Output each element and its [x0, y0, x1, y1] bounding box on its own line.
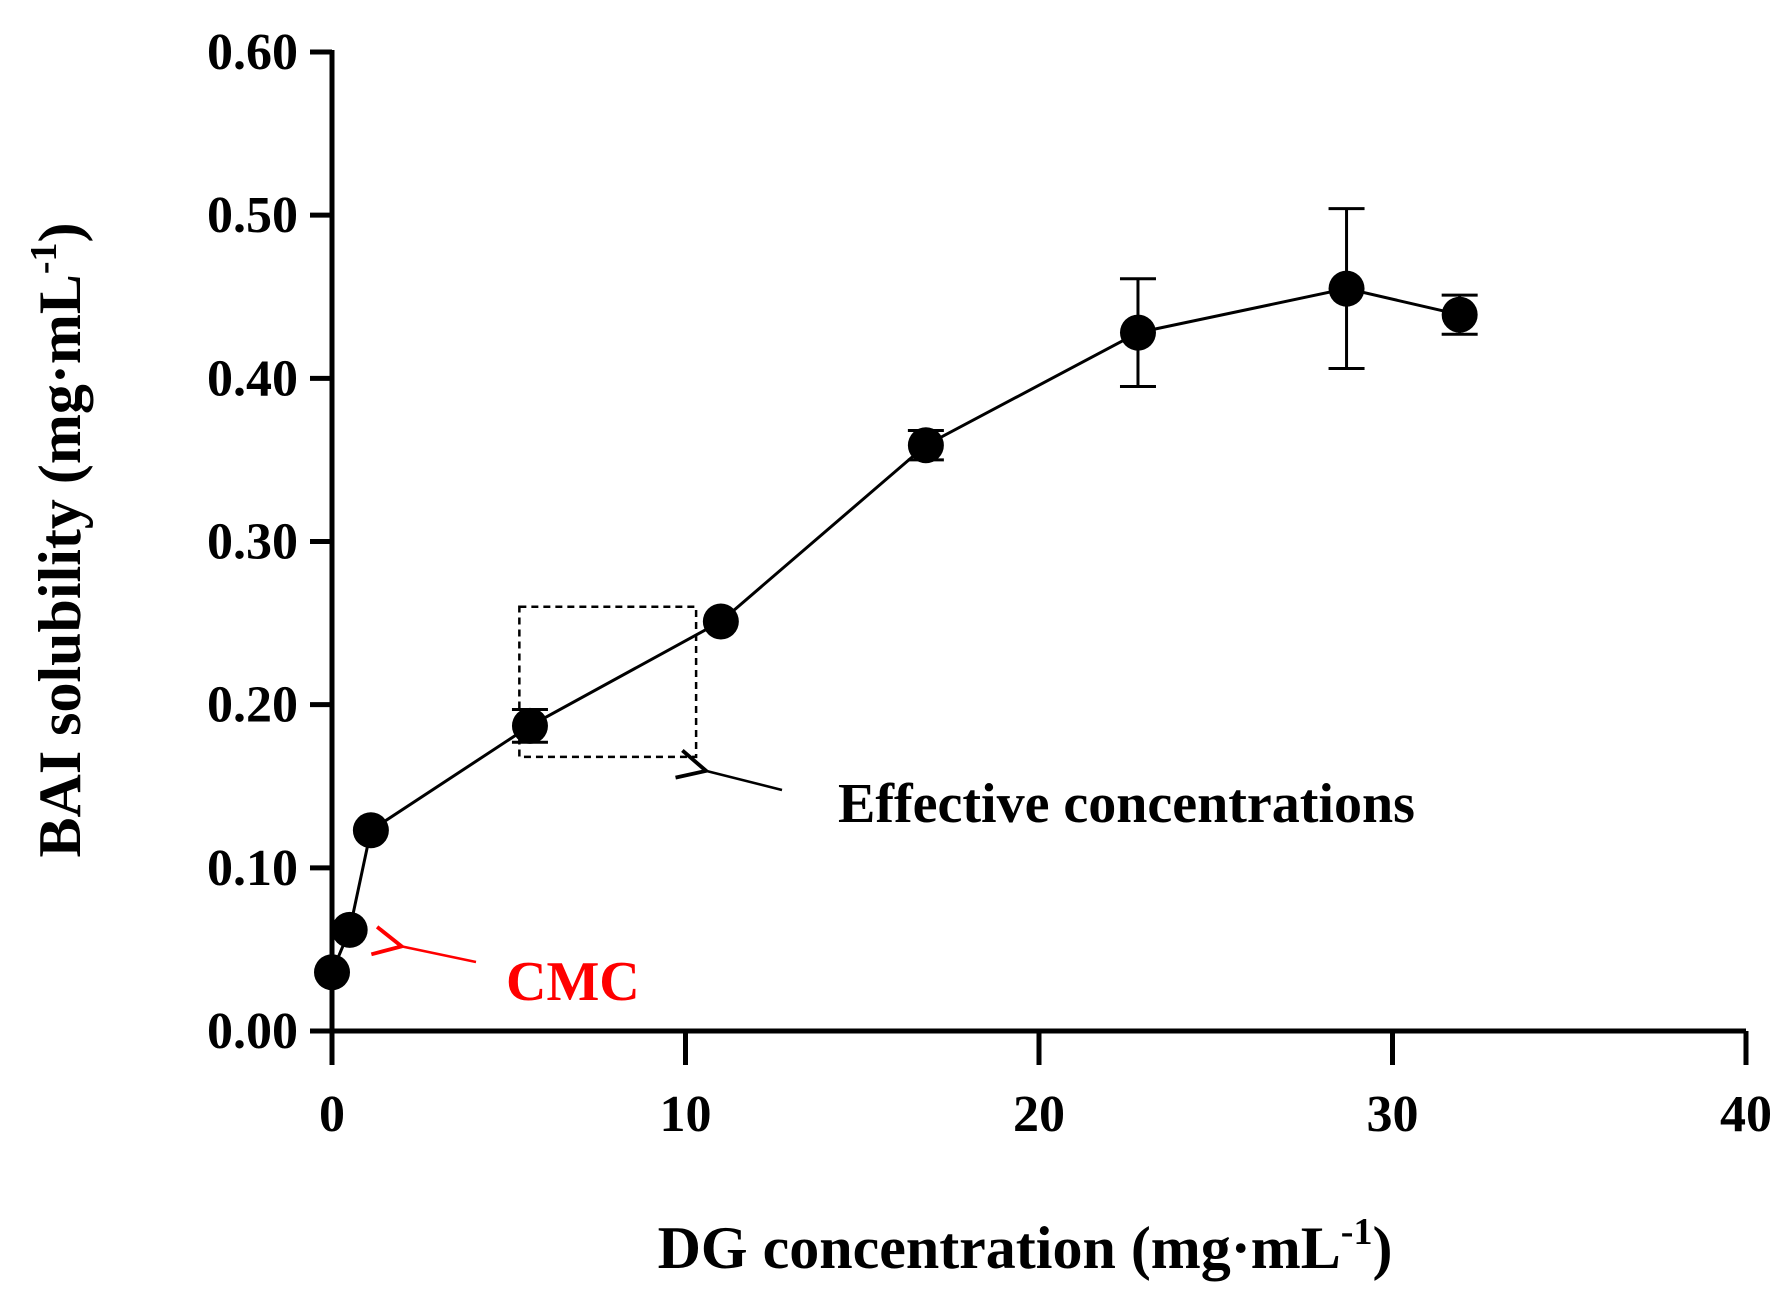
- x-axis-label-main: DG concentration (mg·mL: [658, 1215, 1341, 1281]
- y-tick-label: 0.20: [207, 677, 298, 734]
- x-tick-label: 20: [1013, 1086, 1065, 1143]
- y-axis-label-main: BAI solubility (mg·mL: [27, 274, 93, 857]
- cmc-label: CMC: [506, 951, 640, 1013]
- y-tick-label: 0.40: [207, 350, 298, 407]
- y-tick-label: 0.30: [207, 514, 298, 571]
- y-tick-label: 0.50: [207, 187, 298, 244]
- x-tick-label: 30: [1367, 1086, 1419, 1143]
- axes: [329, 50, 1746, 1034]
- x-tick-label: 40: [1720, 1086, 1772, 1143]
- data-point: [1119, 314, 1156, 351]
- data-point: [1328, 270, 1365, 307]
- data-point: [1441, 296, 1478, 333]
- data-point: [702, 603, 739, 640]
- x-ticks: 0 10 20 30 40: [319, 1031, 1772, 1143]
- y-tick-label: 0.10: [207, 840, 298, 897]
- series-polyline: [330, 287, 1461, 973]
- y-axis-label-sup: -1: [23, 242, 65, 274]
- data-points: [314, 270, 1478, 991]
- data-point: [907, 427, 944, 464]
- y-ticks: 0.00 0.10 0.20 0.30 0.40 0.50 0.60: [207, 24, 332, 1060]
- x-axis-label-sup: -1: [1341, 1211, 1373, 1253]
- effective-concentrations-label: Effective concentrations: [838, 773, 1415, 835]
- y-tick-label: 0.00: [207, 1003, 298, 1060]
- data-point: [331, 911, 368, 948]
- cmc-arrow: [402, 946, 477, 964]
- x-axis-label: DG concentration (mg·mL-1): [658, 1211, 1393, 1281]
- data-point: [511, 707, 548, 744]
- data-point: [352, 812, 389, 849]
- effective-arrow: [706, 771, 783, 792]
- effective-concentration-box: [518, 605, 698, 759]
- y-axis-label: BAI solubility (mg·mL-1): [23, 222, 93, 857]
- series-line: [330, 287, 1461, 973]
- y-axis-label-end: ): [27, 222, 93, 242]
- data-point: [314, 954, 350, 991]
- x-axis-label-end: ): [1372, 1215, 1392, 1281]
- x-tick-label: 0: [319, 1086, 345, 1143]
- annotations: Effective concentrations CMC: [402, 605, 1415, 1013]
- x-tick-label: 10: [660, 1086, 712, 1143]
- y-tick-label: 0.60: [207, 24, 298, 81]
